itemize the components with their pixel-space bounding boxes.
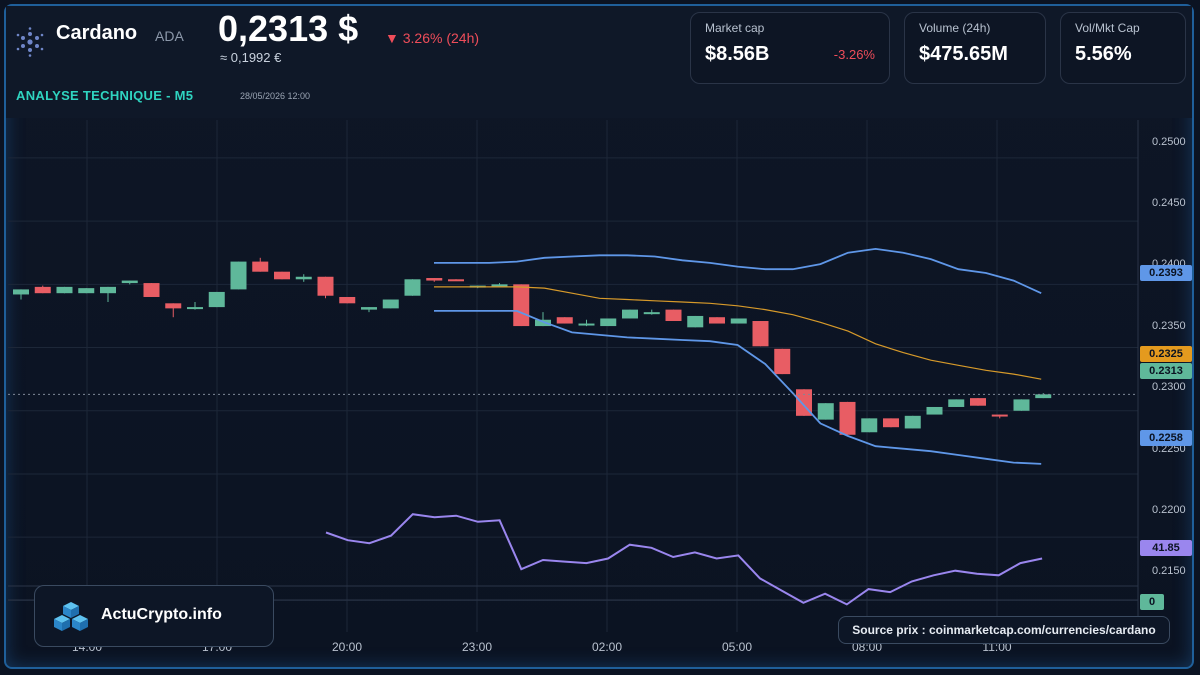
volume-tag: 0: [1140, 594, 1164, 610]
candle-body: [709, 317, 725, 324]
candle-body: [513, 284, 530, 327]
bollinger-upper-line: [434, 247, 1042, 295]
candle-body: [317, 276, 334, 296]
ma-tag: 0.2325: [1140, 346, 1192, 362]
candle-body: [904, 415, 921, 429]
price-axis-label: 0.2450: [1152, 197, 1186, 209]
brand-name: ActuCrypto.info: [101, 606, 222, 623]
candle-body: [774, 348, 791, 375]
candle-body: [34, 286, 51, 294]
candle-body: [1013, 399, 1030, 411]
stat-label: Vol/Mkt Cap: [1075, 21, 1140, 35]
time-axis-label: 02:00: [591, 640, 623, 654]
current-price: 0,2313 $: [218, 8, 359, 49]
market-cap-card: Market cap $8.56B -3.26%: [690, 12, 890, 84]
candle-body: [274, 271, 290, 280]
candle-body: [56, 286, 73, 294]
candle-body: [687, 315, 704, 328]
candle-body: [556, 317, 573, 324]
price-axis-label: 0.2350: [1152, 320, 1186, 332]
candle-body: [926, 406, 943, 415]
price-axis-label: 0.2200: [1152, 504, 1186, 516]
candle-body: [13, 289, 29, 295]
candle-body: [339, 296, 356, 304]
candle-body: [143, 283, 160, 297]
candle-body: [208, 291, 225, 308]
candle-body: [1035, 394, 1052, 399]
last-price-tag: 0.2313: [1140, 363, 1192, 379]
stat-value: 5.56%: [1075, 43, 1132, 65]
stat-label: Volume (24h): [919, 21, 991, 35]
time-axis-label: 05:00: [721, 640, 753, 654]
candle-body: [382, 299, 399, 309]
candle-body: [100, 286, 116, 294]
candle-body: [600, 318, 617, 327]
cubes-logo-icon: [54, 602, 88, 631]
candle-body: [883, 418, 899, 428]
candle-body: [121, 280, 138, 284]
coin-ticker: ADA: [155, 28, 184, 44]
candle-body: [230, 261, 247, 290]
candle-body: [535, 319, 551, 327]
stat-change: -3.26%: [833, 47, 875, 62]
candle-body: [861, 418, 878, 433]
cardano-logo-icon: [16, 27, 44, 57]
price-axis-label: 0.2500: [1152, 136, 1186, 148]
candle-body: [78, 288, 95, 294]
stat-value: $475.65M: [919, 43, 1008, 65]
price-axis-label: 0.2300: [1152, 381, 1186, 393]
price-eur: ≈ 0,1992 €: [220, 50, 282, 65]
candle-body: [165, 303, 182, 309]
rsi-tag: 41.85: [1140, 540, 1192, 556]
time-axis-label: 23:00: [461, 640, 493, 654]
moving-average-line: [434, 286, 1042, 380]
candle-body: [643, 312, 660, 315]
candle-body: [295, 276, 312, 280]
time-axis-label: 20:00: [331, 640, 363, 654]
bb-lower-tag: 0.2258: [1140, 430, 1192, 446]
price-axis-label: 0.2250: [1152, 443, 1186, 455]
candle-body: [665, 309, 682, 322]
bollinger-lower-line: [434, 309, 1042, 465]
candle-body: [752, 321, 769, 347]
candle-body: [426, 278, 443, 281]
candle-body: [839, 401, 856, 435]
vol-mkt-cap-card: Vol/Mkt Cap 5.56%: [1060, 12, 1186, 84]
candle-body: [578, 323, 595, 326]
stat-value: $8.56B: [705, 43, 770, 65]
analysis-title: ANALYSE TECHNIQUE - M5: [16, 88, 194, 103]
analysis-date: 28/05/2026 12:00: [240, 91, 311, 101]
volume-card: Volume (24h) $475.65M: [904, 12, 1046, 84]
candle-body: [252, 261, 269, 272]
candle-body: [448, 279, 464, 282]
candle-body: [404, 279, 421, 296]
candle-body: [817, 403, 834, 420]
coin-name: Cardano: [56, 22, 138, 44]
candle-body: [730, 318, 747, 324]
candle-body: [970, 398, 986, 406]
branding-box[interactable]: ActuCrypto.info: [34, 585, 274, 647]
candle-body: [361, 307, 377, 310]
candle-body: [948, 399, 965, 407]
source-link[interactable]: Source prix : coinmarketcap.com/currenci…: [838, 616, 1170, 644]
bb-upper-tag: 0.2393: [1140, 265, 1192, 281]
candle-body: [622, 309, 638, 319]
candle-body: [991, 414, 1008, 417]
price-axis-label: 0.2150: [1152, 565, 1186, 577]
stat-label: Market cap: [705, 21, 765, 35]
change-24h: ▼ 3.26% (24h): [385, 30, 480, 46]
candle-body: [187, 307, 203, 310]
candle-body: [491, 284, 508, 287]
rsi-line: [325, 513, 1043, 606]
